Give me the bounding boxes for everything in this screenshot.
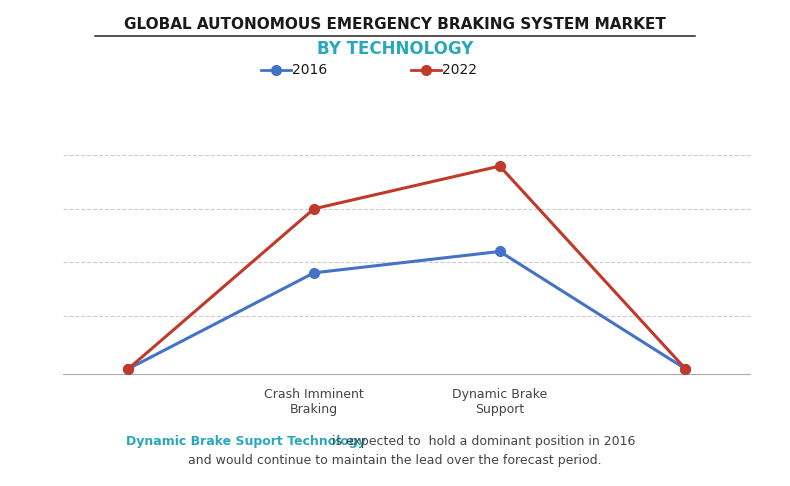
Text: 2022: 2022 — [442, 64, 477, 77]
Text: GLOBAL AUTONOMOUS EMERGENCY BRAKING SYSTEM MARKET: GLOBAL AUTONOMOUS EMERGENCY BRAKING SYST… — [124, 17, 666, 32]
Text: Dynamic Brake Suport Technology: Dynamic Brake Suport Technology — [126, 435, 367, 448]
Text: is expected to  hold a dominant position in 2016: is expected to hold a dominant position … — [328, 435, 635, 448]
Text: BY TECHNOLOGY: BY TECHNOLOGY — [317, 40, 473, 58]
Text: 2016: 2016 — [292, 64, 328, 77]
Text: and would continue to maintain the lead over the forecast period.: and would continue to maintain the lead … — [188, 454, 602, 468]
